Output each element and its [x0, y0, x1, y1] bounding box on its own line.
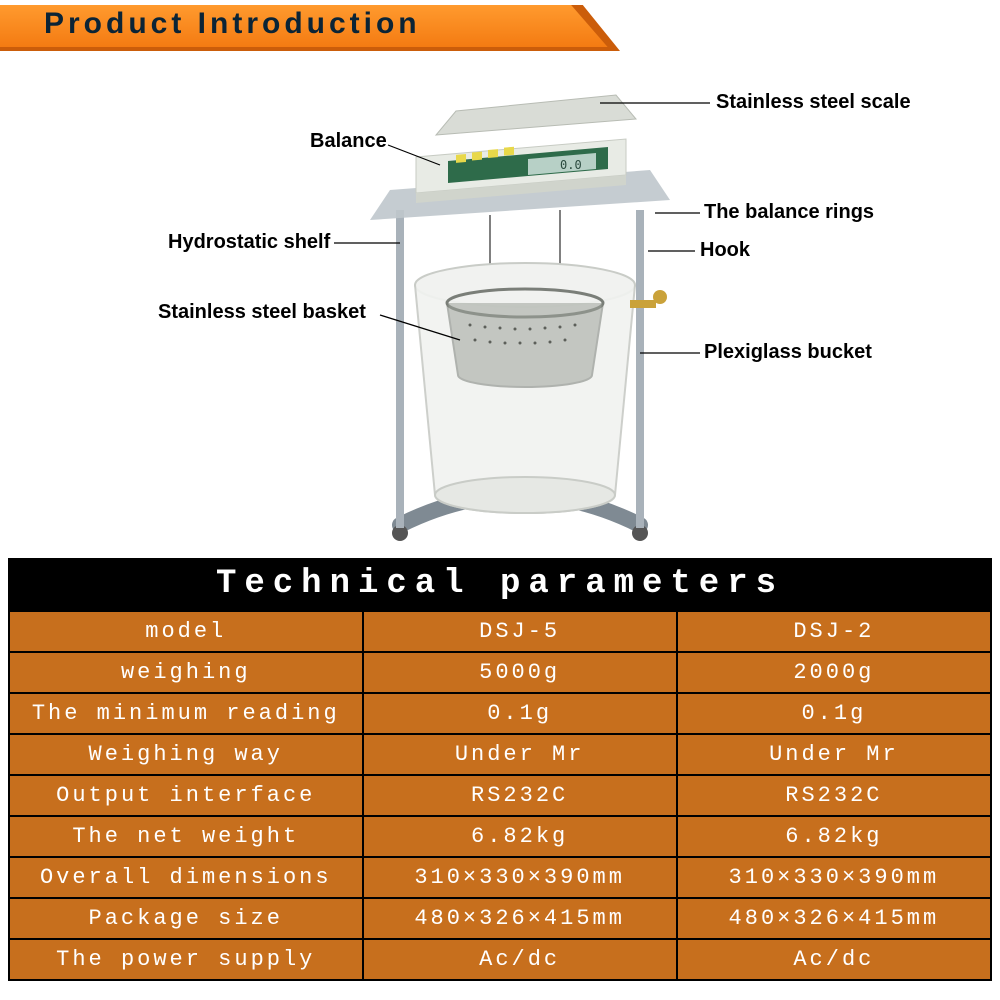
parameters-table: modelDSJ-5DSJ-2weighing5000g2000gThe min… — [8, 610, 992, 981]
table-row: Weighing wayUnder MrUnder Mr — [9, 734, 991, 775]
table-row: modelDSJ-5DSJ-2 — [9, 611, 991, 652]
table-cell: weighing — [9, 652, 363, 693]
table-cell: Output interface — [9, 775, 363, 816]
table-cell: The net weight — [9, 816, 363, 857]
table-cell: 6.82kg — [677, 816, 991, 857]
table-cell: RS232C — [363, 775, 677, 816]
label-hydrostatic-shelf: Hydrostatic shelf — [168, 231, 330, 254]
table-cell: RS232C — [677, 775, 991, 816]
table-row: Package size480×326×415mm480×326×415mm — [9, 898, 991, 939]
table-cell: 310×330×390mm — [677, 857, 991, 898]
table-cell: 0.1g — [363, 693, 677, 734]
table-cell: Ac/dc — [363, 939, 677, 980]
table-cell: Package size — [9, 898, 363, 939]
table-cell: The power supply — [9, 939, 363, 980]
table-cell: 6.82kg — [363, 816, 677, 857]
table-row: The net weight6.82kg6.82kg — [9, 816, 991, 857]
table-cell: 310×330×390mm — [363, 857, 677, 898]
table-cell: 480×326×415mm — [363, 898, 677, 939]
page-title: Product Introduction — [44, 7, 421, 41]
table-cell: Ac/dc — [677, 939, 991, 980]
table-cell: 5000g — [363, 652, 677, 693]
label-stainless-scale: Stainless steel scale — [716, 91, 911, 114]
label-plexiglass-bucket: Plexiglass bucket — [704, 341, 872, 364]
table-cell: model — [9, 611, 363, 652]
table-cell: The minimum reading — [9, 693, 363, 734]
label-stainless-basket: Stainless steel basket — [158, 301, 366, 324]
table-cell: 2000g — [677, 652, 991, 693]
header-banner: Product Introduction — [0, 5, 620, 65]
table-row: Output interfaceRS232CRS232C — [9, 775, 991, 816]
technical-parameters-section: Technical parameters modelDSJ-5DSJ-2weig… — [8, 558, 992, 981]
table-cell: 0.1g — [677, 693, 991, 734]
table-cell: 480×326×415mm — [677, 898, 991, 939]
svg-text:0.0: 0.0 — [560, 158, 582, 172]
product-illustration: 0.0 — [340, 75, 700, 550]
label-balance: Balance — [310, 130, 387, 153]
table-cell: Under Mr — [677, 734, 991, 775]
table-cell: Under Mr — [363, 734, 677, 775]
table-row: Overall dimensions310×330×390mm310×330×3… — [9, 857, 991, 898]
label-hook: Hook — [700, 239, 750, 262]
table-row: weighing5000g2000g — [9, 652, 991, 693]
product-diagram: 0.0 — [0, 75, 1000, 555]
table-cell: DSJ-2 — [677, 611, 991, 652]
table-cell: DSJ-5 — [363, 611, 677, 652]
table-cell: Weighing way — [9, 734, 363, 775]
label-balance-rings: The balance rings — [704, 201, 874, 224]
table-row: The power supplyAc/dcAc/dc — [9, 939, 991, 980]
table-title: Technical parameters — [8, 558, 992, 610]
table-cell: Overall dimensions — [9, 857, 363, 898]
table-row: The minimum reading0.1g0.1g — [9, 693, 991, 734]
